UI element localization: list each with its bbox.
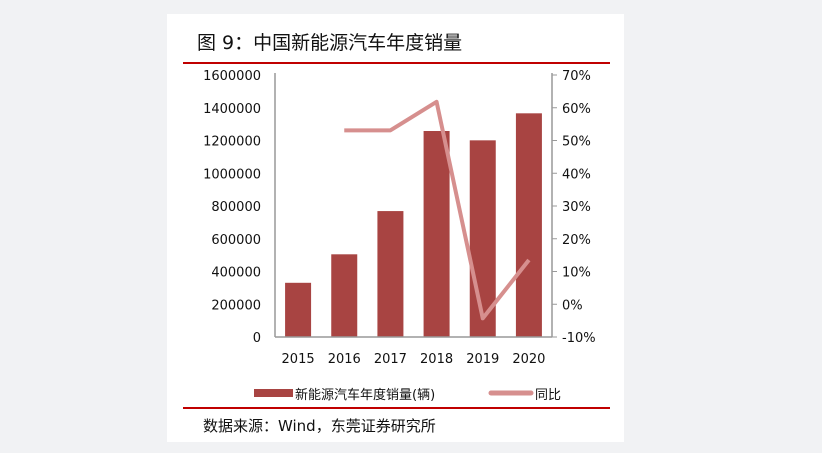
left-tick-label: 1400000 <box>203 102 261 117</box>
bar-2016 <box>331 254 358 337</box>
bar-2015 <box>285 282 312 337</box>
left-tick-label: 400000 <box>211 266 261 281</box>
bar-2018 <box>423 131 450 337</box>
chart-title: 图 9：中国新能源汽车年度销量 <box>197 32 463 54</box>
right-tick-label: 20% <box>562 233 591 248</box>
x-tick-label: 2017 <box>374 352 407 367</box>
left-tick-label: 1000000 <box>203 167 261 182</box>
legend-bar-label: 新能源汽车年度销量(辆) <box>295 387 435 403</box>
bar-2017 <box>377 211 404 337</box>
left-tick-label: 600000 <box>211 233 261 248</box>
bar-2020 <box>515 113 542 337</box>
x-tick-label: 2016 <box>328 352 361 367</box>
left-tick-label: 800000 <box>211 200 261 215</box>
x-tick-label: 2020 <box>512 352 545 367</box>
left-tick-label: 200000 <box>211 298 261 313</box>
right-tick-label: -10% <box>562 331 596 346</box>
title-divider <box>183 62 610 64</box>
right-tick-label: 0% <box>562 298 583 313</box>
chart-card: 图 9：中国新能源汽车年度销量 0 200000 400000 600000 80000… <box>167 14 624 442</box>
source-divider <box>183 407 610 409</box>
x-tick-label: 2019 <box>466 352 499 367</box>
right-tick-label: 70% <box>562 69 591 84</box>
legend-line-label: 同比 <box>535 388 561 403</box>
x-tick-label: 2018 <box>420 352 453 367</box>
right-tick-label: 60% <box>562 102 591 117</box>
right-tick-label: 40% <box>562 167 591 182</box>
right-tick-label: 30% <box>562 200 591 215</box>
chart: 0 200000 400000 600000 800000 1000000 1200000 1… <box>203 69 596 403</box>
left-tick-label: 0 <box>253 331 261 346</box>
left-tick-label: 1600000 <box>203 69 261 84</box>
x-tick-label: 2015 <box>282 352 315 367</box>
right-tick-label: 10% <box>562 266 591 281</box>
yoy-line <box>344 99 531 321</box>
source-note: 数据来源：Wind，东莞证券研究所 <box>203 417 436 435</box>
right-tick-label: 50% <box>562 135 591 150</box>
left-tick-label: 1200000 <box>203 135 261 150</box>
legend-bar-swatch <box>254 389 293 397</box>
